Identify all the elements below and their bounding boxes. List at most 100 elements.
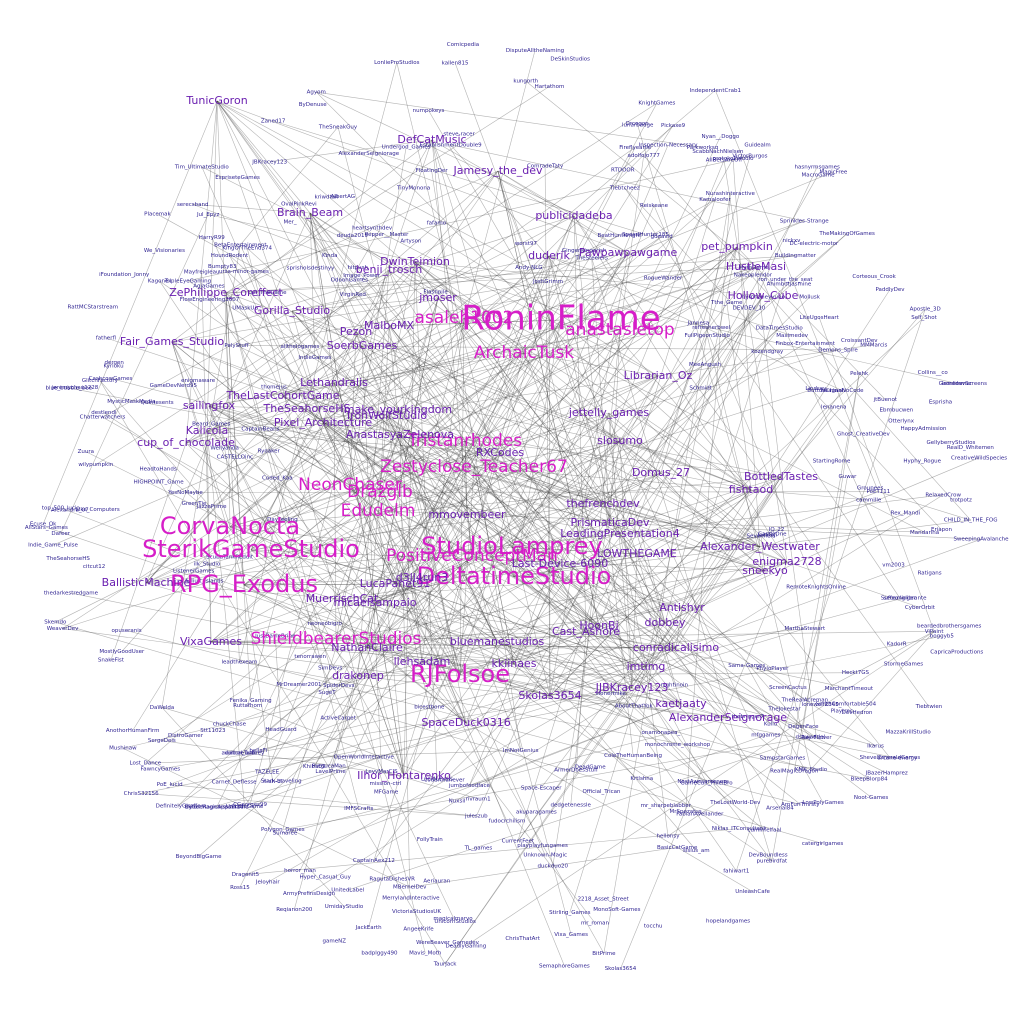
major-node-label: HoonBi [579,619,618,632]
graph-edge [243,375,659,586]
graph-edge [250,549,662,733]
graph-edge [664,307,750,624]
graph-edge [760,535,766,572]
graph-edge [511,546,677,649]
minor-node-label: JazzePrime [196,504,228,510]
graph-edge [431,139,629,254]
graph-edge [803,373,860,727]
minor-node-label: numpokeys [413,108,445,114]
graph-edge [357,675,729,719]
minor-node-label: sprisholsdestinyy [287,266,335,272]
graph-edge [513,663,729,719]
minor-node-label: Niklas_ITConsultant [712,826,767,832]
minor-node-label: Nyan__Doggo [702,134,740,140]
graph-edge [308,494,944,894]
minor-node-label: ilk_Studio [194,561,221,567]
minor-node-label: Mushinaw [109,746,137,752]
graph-edge [641,734,766,779]
minor-node-label: protokollstudio [713,156,754,162]
major-node-label: RXCodes [476,446,525,459]
graph-edge [225,170,499,294]
graph-edge [619,440,748,717]
minor-node-label: kallen815 [442,60,469,66]
minor-node-label: adolfojo777 [627,153,660,159]
graph-edge [513,546,761,665]
minor-node-label: Carnet_Deflesse [212,780,257,786]
minor-node-label: SimDevs [318,666,342,672]
minor-node-label: AnothorHumanFirm [106,728,160,734]
graph-edge [62,236,662,629]
graph-edge [291,310,704,782]
minor-node-label: mr_sharpeblabber [641,803,692,809]
graph-edge [171,341,401,436]
graph-edge [322,422,396,585]
graph-edge [414,261,764,297]
graph-edge [619,155,644,331]
graph-edge [399,246,738,436]
graph-edge [624,187,942,530]
graph-edge [206,409,399,432]
minor-node-label: Guidealm [744,142,770,148]
graph-edge [818,317,935,632]
minor-node-label: HIGHPOINT_Game [134,479,185,485]
major-node-label: enigma2728 [752,555,821,568]
graph-edge [229,526,647,668]
graph-edge [316,91,703,148]
graph-edge [243,236,662,586]
major-node-label: dobbey [645,616,686,629]
minor-node-label: top_500_lucio [42,505,81,511]
graph-edge [247,705,438,780]
minor-node-label: Lindsey [805,386,827,392]
graph-edge [465,722,565,967]
minor-node-label: DeadlyGaming [446,944,487,950]
graph-edge [357,476,782,677]
minor-node-label: dergen [104,360,124,366]
minor-node-label: DaWelda [150,705,175,711]
graph-edge [212,675,359,731]
minor-node-label: LowPolyGames [802,800,843,806]
minor-node-label: UnicornGame [226,804,264,810]
minor-node-label: Jeloyhair [255,880,281,886]
graph-edge [225,292,360,809]
graph-edge [249,269,390,805]
graph-edge [473,466,766,572]
minor-node-label: Like_Computers [76,507,120,513]
graph-edge [316,91,620,236]
graph-edge [429,706,596,924]
graph-edge [309,212,515,665]
graph-edge [609,472,662,524]
minor-node-label: CroissantDev [841,338,878,344]
graph-edge [309,212,357,333]
graph-edge [780,308,926,478]
minor-node-label: AllBetsAreOff [706,158,743,164]
minor-node-label: TheSeahorseHS [45,556,90,562]
graph-edge [316,91,788,563]
minor-node-label: enigmaware [181,378,216,384]
minor-node-label: MysticMaskMedia [107,399,155,405]
graph-edge [523,352,647,668]
graph-edge [786,561,920,608]
graph-edge [161,244,241,708]
graph-edge [619,233,848,442]
graph-edge [609,329,621,524]
graph-edge [206,100,218,432]
minor-node-label: arcane-energy [877,756,918,762]
minor-node-label: thomejus [261,385,287,391]
graph-edge [103,412,772,862]
graph-edge [208,214,958,384]
graph-edge [240,440,621,754]
minor-node-label: Asliuit_Islands [185,579,224,585]
minor-node-label: Sumaree [273,831,298,837]
graph-edge [52,220,805,546]
graph-edge [548,255,611,524]
graph-edge [366,297,439,649]
graph-edge [608,412,633,689]
graph-edge [338,570,766,686]
graph-edge [185,491,879,493]
minor-node-label: ursa-minor-games [219,269,269,275]
minor-node-label: citcut12 [83,564,105,570]
graph-edge [291,310,515,578]
minor-node-label: ComradeTaty [527,164,564,170]
minor-node-label: MythGame [738,265,769,271]
minor-node-label: Flashpile [423,290,448,296]
